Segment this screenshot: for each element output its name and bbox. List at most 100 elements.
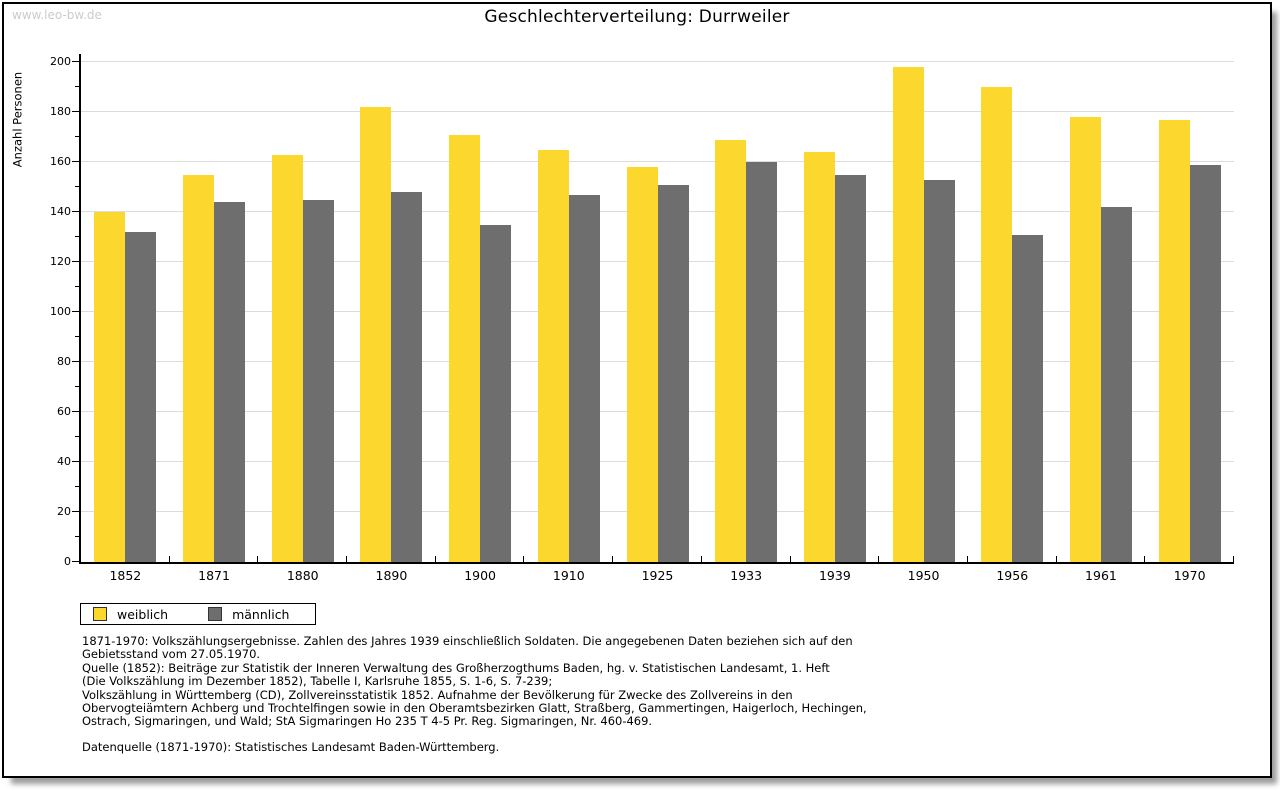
footnote-line-6: Obervogteiämtern Achberg und Trochtelfin… (82, 701, 867, 716)
x-tick-8 (789, 556, 791, 562)
bar-weiblich-1933 (715, 139, 747, 562)
x-tick-5 (523, 556, 525, 562)
source-notes: 1871-1970: Volkszählungsergebnisse. Zahl… (82, 634, 1182, 729)
x-tick-label-1900: 1900 (464, 568, 497, 583)
bar-weiblich-1910 (537, 149, 569, 562)
x-tick-label-1956: 1956 (996, 568, 1029, 583)
y-tick-label-100: 100 (50, 305, 71, 318)
x-tick-2 (257, 556, 259, 562)
bar-männlich-1890 (391, 192, 423, 562)
legend-swatch-männlich (208, 607, 223, 621)
x-tick-label-1925: 1925 (641, 568, 674, 583)
y-tick-label-0: 0 (64, 555, 71, 568)
y-minor-tick-10 (75, 536, 79, 537)
bar-weiblich-1956 (981, 87, 1013, 562)
y-tick-label-60: 60 (57, 405, 71, 418)
gridline-180 (81, 111, 1234, 112)
x-tick-label-1933: 1933 (730, 568, 763, 583)
bar-weiblich-1852 (94, 212, 126, 562)
footnote-line-2: Gebietsstand vom 27.05.1970. (82, 647, 261, 662)
x-tick-label-1852: 1852 (109, 568, 142, 583)
footnote-line-5: Volkszählung in Württemberg (CD), Zollve… (82, 687, 793, 702)
y-minor-tick-130 (75, 236, 79, 237)
bar-weiblich-1900 (449, 134, 481, 562)
chart-frame: www.leo-bw.de Geschlechterverteilung: Du… (2, 2, 1272, 778)
y-major-tick-180 (72, 111, 79, 112)
bar-weiblich-1925 (626, 167, 658, 562)
y-minor-tick-50 (75, 436, 79, 437)
bar-weiblich-1970 (1158, 119, 1190, 562)
footnote-line-3: Quelle (1852): Beiträge zur Statistik de… (82, 660, 830, 675)
plot-area: 0 20 40 60 80 100 120 140 160 180 200 1852 1871 1880 1… (50, 54, 1234, 583)
x-tick-label-1890: 1890 (375, 568, 408, 583)
x-tick-7 (700, 556, 702, 562)
bar-weiblich-1871 (183, 174, 215, 562)
x-tick-label-1880: 1880 (286, 568, 319, 583)
y-major-tick-0 (72, 561, 79, 562)
legend: weiblich männlich (80, 603, 317, 625)
x-tick-10 (966, 556, 968, 562)
bar-weiblich-1950 (892, 67, 924, 562)
y-major-tick-100 (72, 311, 79, 312)
chart-title: Geschlechterverteilung: Durrweiler (484, 7, 790, 27)
y-major-tick-60 (72, 411, 79, 412)
y-major-tick-80 (72, 361, 79, 362)
legend-item-männlich: männlich (208, 607, 289, 622)
y-tick-label-20: 20 (57, 505, 71, 518)
x-tick-label-1939: 1939 (818, 568, 851, 583)
legend-label-männlich: männlich (232, 606, 290, 622)
legend-swatch-weiblich (93, 607, 107, 621)
bar-weiblich-1880 (271, 154, 303, 562)
x-tick-4 (434, 556, 436, 562)
bar-weiblich-1890 (360, 107, 392, 562)
bar-weiblich-1961 (1069, 117, 1101, 562)
y-major-tick-40 (72, 461, 79, 462)
footnote-line-4: (Die Volkszählung im Dezember 1852), Tab… (82, 674, 553, 689)
gridline-160 (81, 161, 1234, 162)
y-major-tick-200 (72, 61, 79, 62)
y-minor-tick-90 (75, 336, 79, 337)
bar-männlich-1871 (214, 202, 246, 562)
y-axis-label: Anzahl Personen (10, 71, 25, 168)
legend-item-weiblich: weiblich (93, 607, 168, 622)
bar-männlich-1900 (480, 224, 512, 562)
x-tick-3 (346, 556, 348, 562)
bar-weiblich-1939 (803, 152, 835, 562)
legend-label-weiblich: weiblich (117, 606, 169, 622)
bar-männlich-1933 (746, 162, 778, 562)
y-minor-tick-110 (75, 286, 79, 287)
y-tick-label-120: 120 (50, 255, 71, 268)
x-tick-1 (168, 556, 170, 562)
watermark: www.leo-bw.de (12, 8, 102, 22)
x-tick-label-1871: 1871 (198, 568, 230, 583)
bar-männlich-1925 (657, 184, 689, 562)
x-tick-label-1910: 1910 (552, 568, 585, 583)
y-major-tick-140 (72, 211, 79, 212)
y-minor-tick-190 (75, 86, 79, 87)
y-tick-label-140: 140 (50, 205, 71, 218)
bar-männlich-1910 (568, 194, 600, 562)
x-tick-label-1950: 1950 (907, 568, 940, 583)
gridline-200 (81, 61, 1234, 62)
data-source-note: Datenquelle (1871-1970): Statistisches L… (82, 740, 500, 754)
bar-männlich-1950 (923, 179, 955, 562)
y-major-tick-120 (72, 261, 79, 262)
y-minor-tick-30 (75, 486, 79, 487)
y-tick-label-80: 80 (57, 355, 71, 368)
y-major-tick-20 (72, 511, 79, 512)
bar-männlich-1880 (302, 199, 334, 562)
y-tick-label-180: 180 (50, 105, 71, 118)
y-tick-label-40: 40 (57, 455, 71, 468)
footnote-line-1: 1871-1970: Volkszählungsergebnisse. Zahl… (82, 634, 853, 648)
x-tick-13 (1233, 556, 1234, 562)
x-tick-9 (878, 556, 880, 562)
x-tick-6 (612, 556, 614, 562)
bar-männlich-1970 (1189, 164, 1221, 562)
y-major-tick-160 (72, 161, 79, 162)
x-tick-12 (1144, 556, 1146, 562)
bar-männlich-1852 (125, 232, 157, 562)
x-tick-label-1970: 1970 (1173, 568, 1206, 583)
y-tick-label-160: 160 (50, 155, 71, 168)
x-tick-label-1961: 1961 (1085, 568, 1117, 583)
bar-männlich-1939 (834, 174, 866, 562)
